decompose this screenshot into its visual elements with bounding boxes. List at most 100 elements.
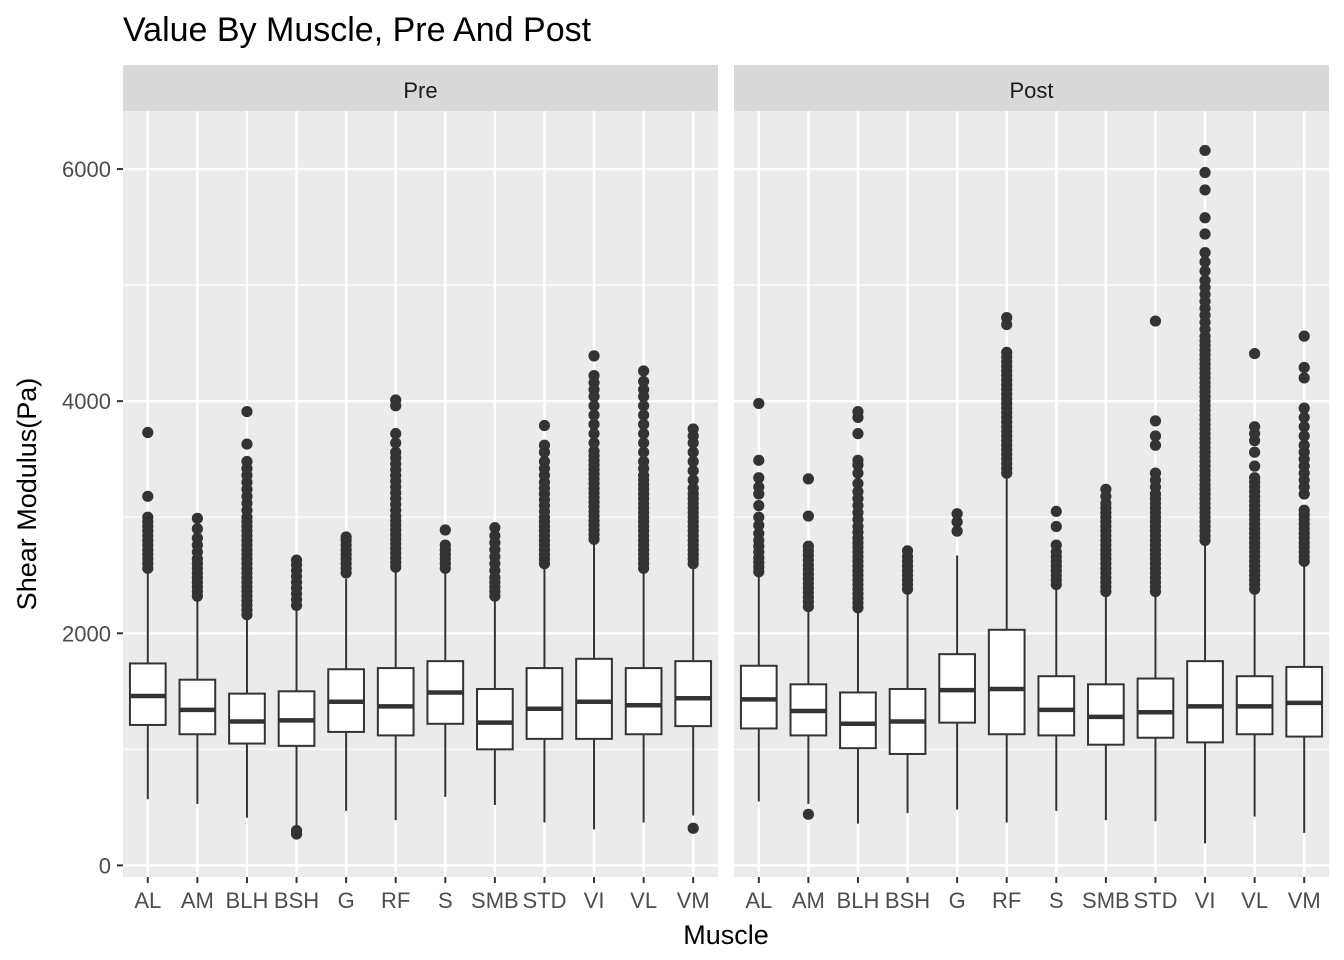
x-tick-label: SMB: [471, 888, 519, 913]
panel-background-post: [734, 111, 1329, 877]
outlier-point: [191, 512, 203, 524]
outlier-point: [638, 383, 650, 396]
outlier-point: [852, 454, 864, 466]
box-post-s: [1037, 505, 1076, 811]
outlier-point: [588, 409, 600, 421]
facet-panel-pre: Pre: [123, 65, 718, 877]
outlier-point: [390, 437, 402, 449]
outlier-point: [687, 423, 699, 435]
outlier-point: [588, 370, 600, 382]
outlier-point: [687, 465, 699, 477]
outlier-point: [1001, 346, 1013, 359]
box-pre-smb: [476, 522, 514, 806]
outlier-point: [852, 486, 864, 498]
outlier-point: [753, 397, 765, 410]
x-tick-label: AL: [745, 888, 772, 913]
outlier-point: [1199, 274, 1211, 287]
y-tick-label: 6000: [62, 157, 111, 182]
box-post-rf: [987, 311, 1026, 823]
y-axis-title: Shear Modulus(Pa): [12, 378, 42, 611]
iqr-box: [228, 692, 266, 745]
boxes-pre: [128, 350, 713, 840]
outlier-point: [951, 508, 963, 520]
outlier-point: [638, 437, 650, 449]
outlier-point: [191, 523, 203, 535]
x-tick-label: AM: [792, 888, 825, 913]
outlier-point: [1149, 439, 1162, 451]
x-tick-label: G: [338, 888, 355, 913]
box-post-g: [938, 508, 976, 810]
x-tick-label: BSH: [885, 888, 930, 913]
box-post-vl: [1235, 347, 1274, 817]
outlier-point: [1001, 311, 1013, 324]
outlier-point: [1199, 265, 1211, 277]
outlier-point: [901, 545, 914, 557]
strip-post: [734, 65, 1329, 111]
outlier-point: [1149, 467, 1162, 479]
box-pre-blh: [228, 405, 266, 818]
outlier-point: [753, 511, 765, 523]
box-pre-rf: [376, 394, 415, 821]
outlier-point: [1199, 228, 1211, 240]
outlier-point: [638, 455, 650, 468]
iqr-box: [1037, 675, 1076, 737]
outlier-point: [1100, 483, 1112, 495]
outlier-point: [802, 473, 814, 485]
x-tick-label: BSH: [274, 888, 319, 913]
box-post-std: [1136, 315, 1175, 822]
outlier-point: [1050, 539, 1062, 551]
outlier-point: [1249, 446, 1261, 458]
facet-panel-post: Post: [734, 65, 1329, 877]
iqr-box: [839, 691, 877, 750]
box-pre-g: [327, 531, 365, 811]
outlier-point: [1249, 472, 1261, 484]
x-tick-label: VI: [1195, 888, 1216, 913]
x-tick-label: BLH: [837, 888, 880, 913]
x-tick-label: S: [438, 888, 453, 913]
iqr-box: [739, 664, 778, 730]
x-tick-label: VL: [630, 888, 657, 913]
outlier-point: [588, 428, 600, 440]
x-tick-label: VM: [1288, 888, 1321, 913]
outlier-point: [1249, 421, 1261, 433]
strip-label-pre: Pre: [403, 78, 437, 103]
box-pre-vm: [674, 423, 713, 834]
x-tick-label: VM: [677, 888, 710, 913]
box-post-am: [789, 473, 828, 820]
outlier-point: [1050, 520, 1062, 533]
y-axis: 0 2000 4000 6000: [62, 157, 123, 878]
box-pre-vl: [624, 365, 663, 823]
outlier-point: [1298, 421, 1310, 433]
panel-background-pre: [123, 111, 718, 877]
box-pre-al: [128, 426, 167, 800]
outlier-point: [1149, 415, 1162, 427]
outlier-point: [638, 428, 650, 440]
outlier-point: [142, 511, 154, 523]
x-tick-label: VI: [584, 888, 605, 913]
x-tick-label: STD: [1133, 888, 1177, 913]
outlier-point: [241, 405, 253, 418]
outlier-point: [1298, 411, 1310, 423]
outlier-point: [687, 822, 699, 834]
outlier-point: [588, 418, 600, 430]
outlier-point: [1199, 184, 1211, 196]
outlier-point: [638, 400, 650, 412]
box-pre-std: [525, 419, 564, 823]
iqr-box: [1087, 683, 1125, 746]
outlier-point: [852, 477, 864, 490]
outlier-point: [1298, 504, 1310, 516]
outlier-point: [1149, 315, 1162, 327]
x-tick-label: AL: [134, 888, 161, 913]
outlier-point: [290, 554, 303, 566]
y-tick-label: 2000: [62, 621, 111, 646]
outlier-point: [1199, 212, 1211, 224]
y-tick-label: 0: [99, 853, 111, 878]
outlier-point: [538, 439, 551, 451]
iqr-box: [624, 667, 663, 736]
outlier-point: [588, 437, 600, 449]
outlier-point: [142, 490, 154, 502]
outlier-point: [588, 350, 600, 362]
x-tick-label: VL: [1241, 888, 1268, 913]
outlier-point: [1149, 430, 1162, 442]
